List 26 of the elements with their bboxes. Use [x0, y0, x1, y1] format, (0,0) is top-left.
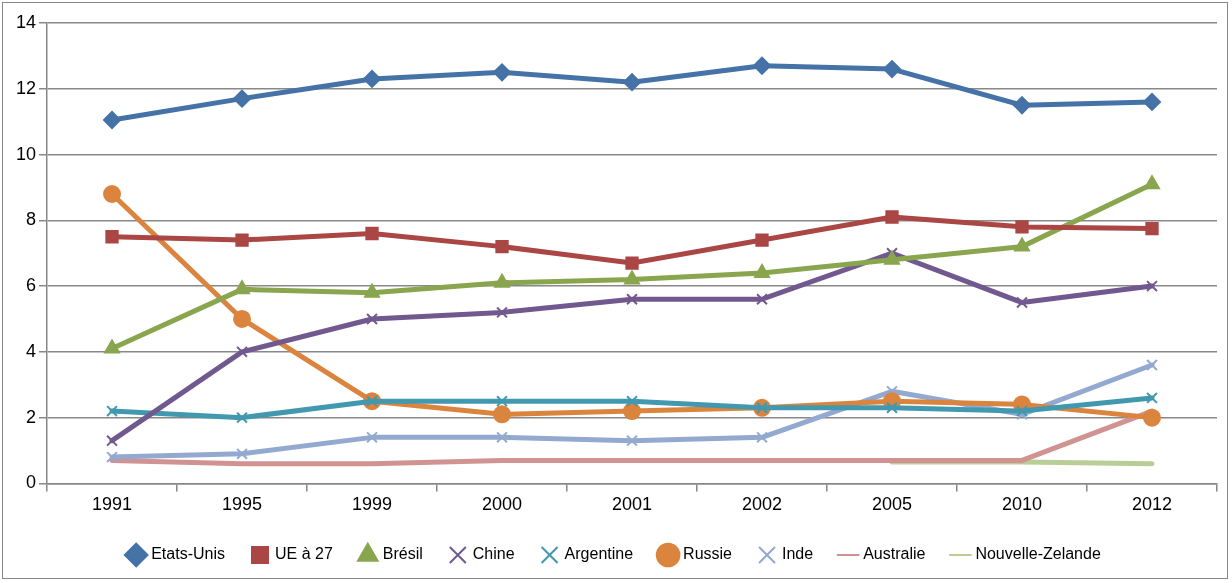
x-tick-label: 2002	[741, 494, 783, 515]
x-tick-label: 1999	[351, 494, 393, 515]
legend-label: Argentine	[564, 545, 634, 563]
y-tick-label: 0	[26, 472, 37, 493]
legend-label: Chine	[472, 545, 515, 563]
y-tick-label: 4	[26, 340, 37, 361]
legend-label: Inde	[782, 545, 814, 563]
y-tick-label: 10	[15, 143, 37, 164]
legend-label: Etats-Unis	[151, 545, 225, 563]
x-tick-label: 2010	[1001, 494, 1043, 515]
legend-label: Brésil	[382, 545, 423, 563]
x-tick-label: 1991	[92, 494, 133, 515]
x-tick-label: 2012	[1131, 494, 1173, 515]
x-tick-label: 2005	[871, 494, 913, 515]
legend-label: Russie	[683, 545, 733, 563]
legend-label: UE à 27	[274, 545, 333, 563]
legend-label: Australie	[863, 545, 926, 563]
x-tick-label: 1995	[221, 494, 263, 515]
y-tick-label: 8	[26, 209, 37, 230]
y-tick-label: 2	[26, 406, 37, 427]
x-tick-label: 2000	[481, 494, 523, 515]
y-tick-label: 14	[15, 11, 37, 32]
legend-label: Nouvelle-Zelande	[975, 545, 1101, 563]
x-tick-label: 2001	[611, 494, 653, 515]
y-tick-label: 6	[26, 275, 37, 296]
y-tick-label: 12	[15, 77, 37, 98]
